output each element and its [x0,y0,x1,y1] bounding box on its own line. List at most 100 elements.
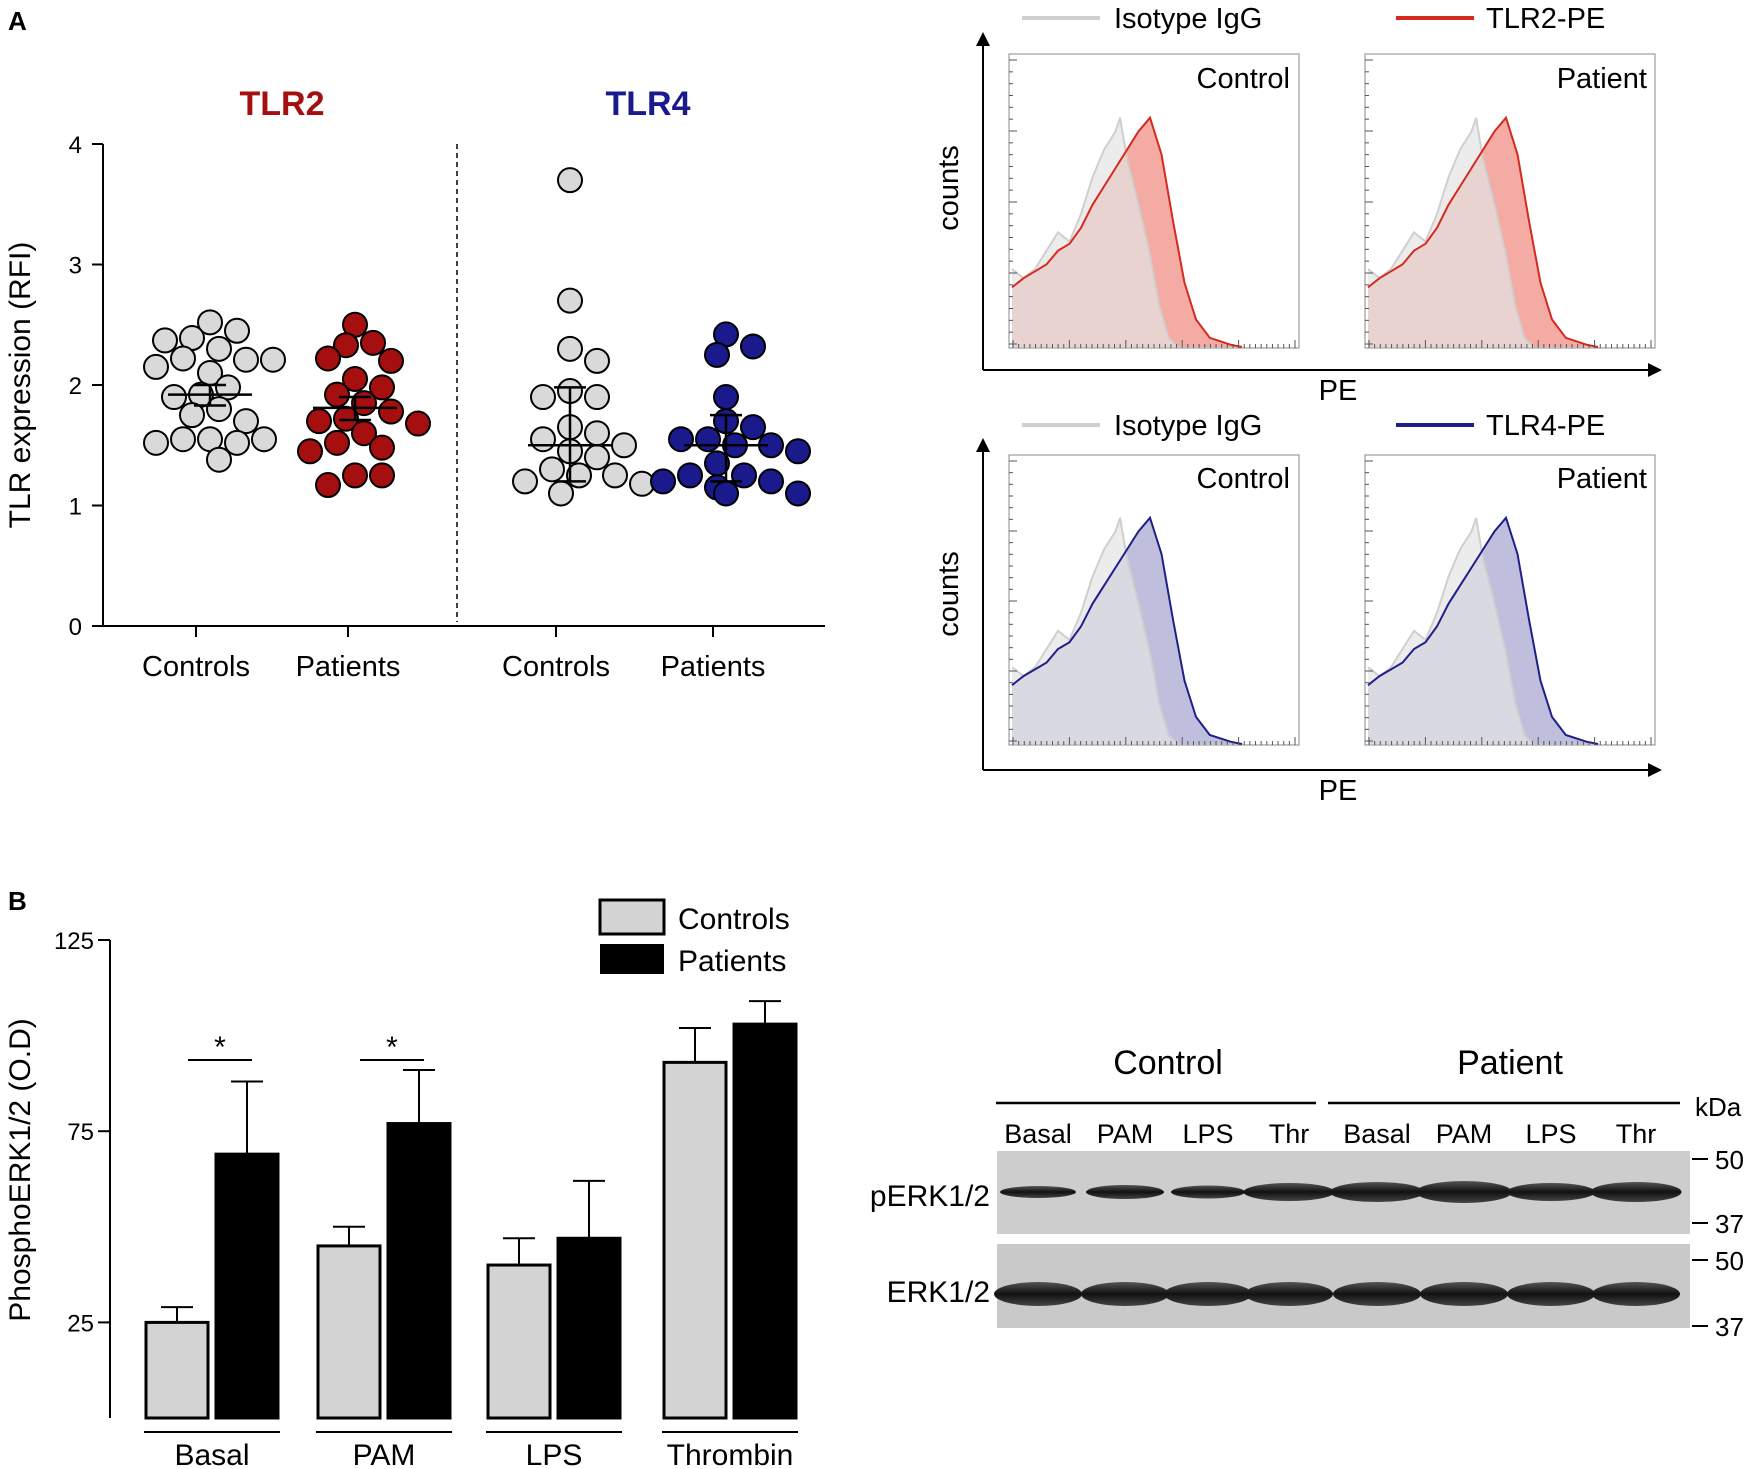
data-point [530,426,556,453]
data-point [315,345,341,372]
bar [214,1152,280,1420]
blot-row-perk: pERK1/2 [870,1180,990,1213]
y-axis-label: TLR expression (RFI) [4,242,37,529]
marker-37b: 37 [1715,1312,1744,1342]
data-point [206,396,232,423]
data-point [369,462,395,489]
blot-band-perk [1590,1182,1682,1202]
top-y-label: counts [933,145,965,230]
blot-band-perk [1171,1185,1245,1199]
data-point [378,398,404,425]
data-point [557,167,583,194]
legend-patients-label: Patients [678,945,786,978]
x-category-label: LPS [526,1439,583,1469]
bar-y-axis-label: PhosphoERK1/2 (O.D) [4,1018,37,1321]
y-tick-label: 2 [69,373,82,400]
bottom-x-label: PE [1319,775,1358,807]
data-point [602,462,628,489]
legend-isotype-label-2: Isotype IgG [1114,410,1262,442]
bar [386,1122,452,1420]
blot-band-erk [1592,1282,1680,1306]
data-point [369,374,395,401]
blot-lane-label: Basal [1004,1119,1072,1149]
significance-star: * [214,1031,226,1064]
data-point [351,420,377,447]
isotype-fill [1368,117,1534,347]
data-point [758,468,784,495]
blot-group-control: Control [1113,1044,1223,1082]
isotype-curve [1367,517,1535,745]
data-point [233,408,259,435]
data-point [206,335,232,362]
stained-curve [1367,515,1599,745]
isotype-fill [1012,517,1178,744]
blot-lane-label: Thr [1616,1119,1657,1149]
hist-tlr2-patient-label: Patient [1557,63,1647,95]
blot-lane-label: Thr [1269,1119,1310,1149]
y-tick-label: 0 [69,614,82,641]
blot-lane-label: PAM [1436,1119,1493,1149]
blot-band-perk [1507,1183,1595,1201]
hist-tlr4-patient-label: Patient [1557,463,1647,495]
flow-histograms: Isotype IgG TLR2-PE counts PE Control Pa… [933,3,1662,807]
x-label-tlr4-patients: Patients [661,651,766,683]
data-point [143,353,169,380]
top-x-arrow [1648,363,1662,377]
blot-lane-label: Basal [1343,1119,1411,1149]
data-point [333,332,359,359]
y-tick-label: 25 [67,1310,94,1337]
top-y-arrow [976,32,990,46]
data-point [557,287,583,314]
data-point [260,346,286,373]
data-point [306,408,332,435]
legend-isotype-label: Isotype IgG [1114,3,1262,35]
marker-50b: 50 [1715,1246,1744,1276]
legend-controls-swatch [598,898,666,936]
dotplot: TLR2 TLR4 TLR expression (RFI) 0 1 2 3 4 Con… [4,85,825,683]
data-point [224,429,250,456]
isotype-curve [1011,117,1179,348]
legend-tlr4-label: TLR4-PE [1486,410,1605,442]
data-point [170,426,196,453]
x-category-label: Thrombin [667,1439,794,1469]
blot-lane-label: PAM [1097,1119,1154,1149]
histogram-tlr4-patient [1364,454,1656,746]
hist-tlr2-control-label: Control [1197,63,1291,95]
significance-star: * [386,1031,398,1064]
data-point [206,446,232,473]
blot-band-perk [1416,1181,1512,1203]
bar [662,1060,728,1420]
bar [556,1236,622,1420]
bar-chart: PhosphoERK1/2 (O.D) 25 75 125 Basal PAM LPS T… [4,898,798,1469]
y-tick-label: 4 [69,132,82,159]
blot-band-erk [1507,1282,1595,1306]
data-point [143,429,169,456]
blot-lane-label: LPS [1182,1119,1233,1149]
histogram-tlr2-control [1008,53,1300,349]
blot-band-perk [1086,1185,1164,1199]
top-x-label: PE [1319,375,1358,407]
y-tick-label: 125 [54,928,94,955]
data-point [731,462,757,489]
blot-band-erk [1081,1282,1169,1306]
data-point [512,468,538,495]
x-label-tlr4-controls: Controls [502,651,610,683]
blot-unit: kDa [1695,1092,1742,1122]
hist-tlr4-control-label: Control [1197,463,1291,495]
stained-curve [1367,115,1599,348]
data-point [695,426,721,453]
data-point [584,384,610,411]
data-point [584,444,610,471]
bar [732,1022,798,1420]
bar [144,1320,210,1420]
data-point [342,365,368,392]
data-point [668,426,694,453]
bottom-y-arrow [976,438,990,452]
data-point [611,432,637,459]
isotype-curve [1367,117,1535,348]
x-category-label: Basal [174,1439,249,1469]
isotype-curve [1011,517,1179,745]
legend-controls-label: Controls [678,903,790,936]
data-point [369,434,395,461]
